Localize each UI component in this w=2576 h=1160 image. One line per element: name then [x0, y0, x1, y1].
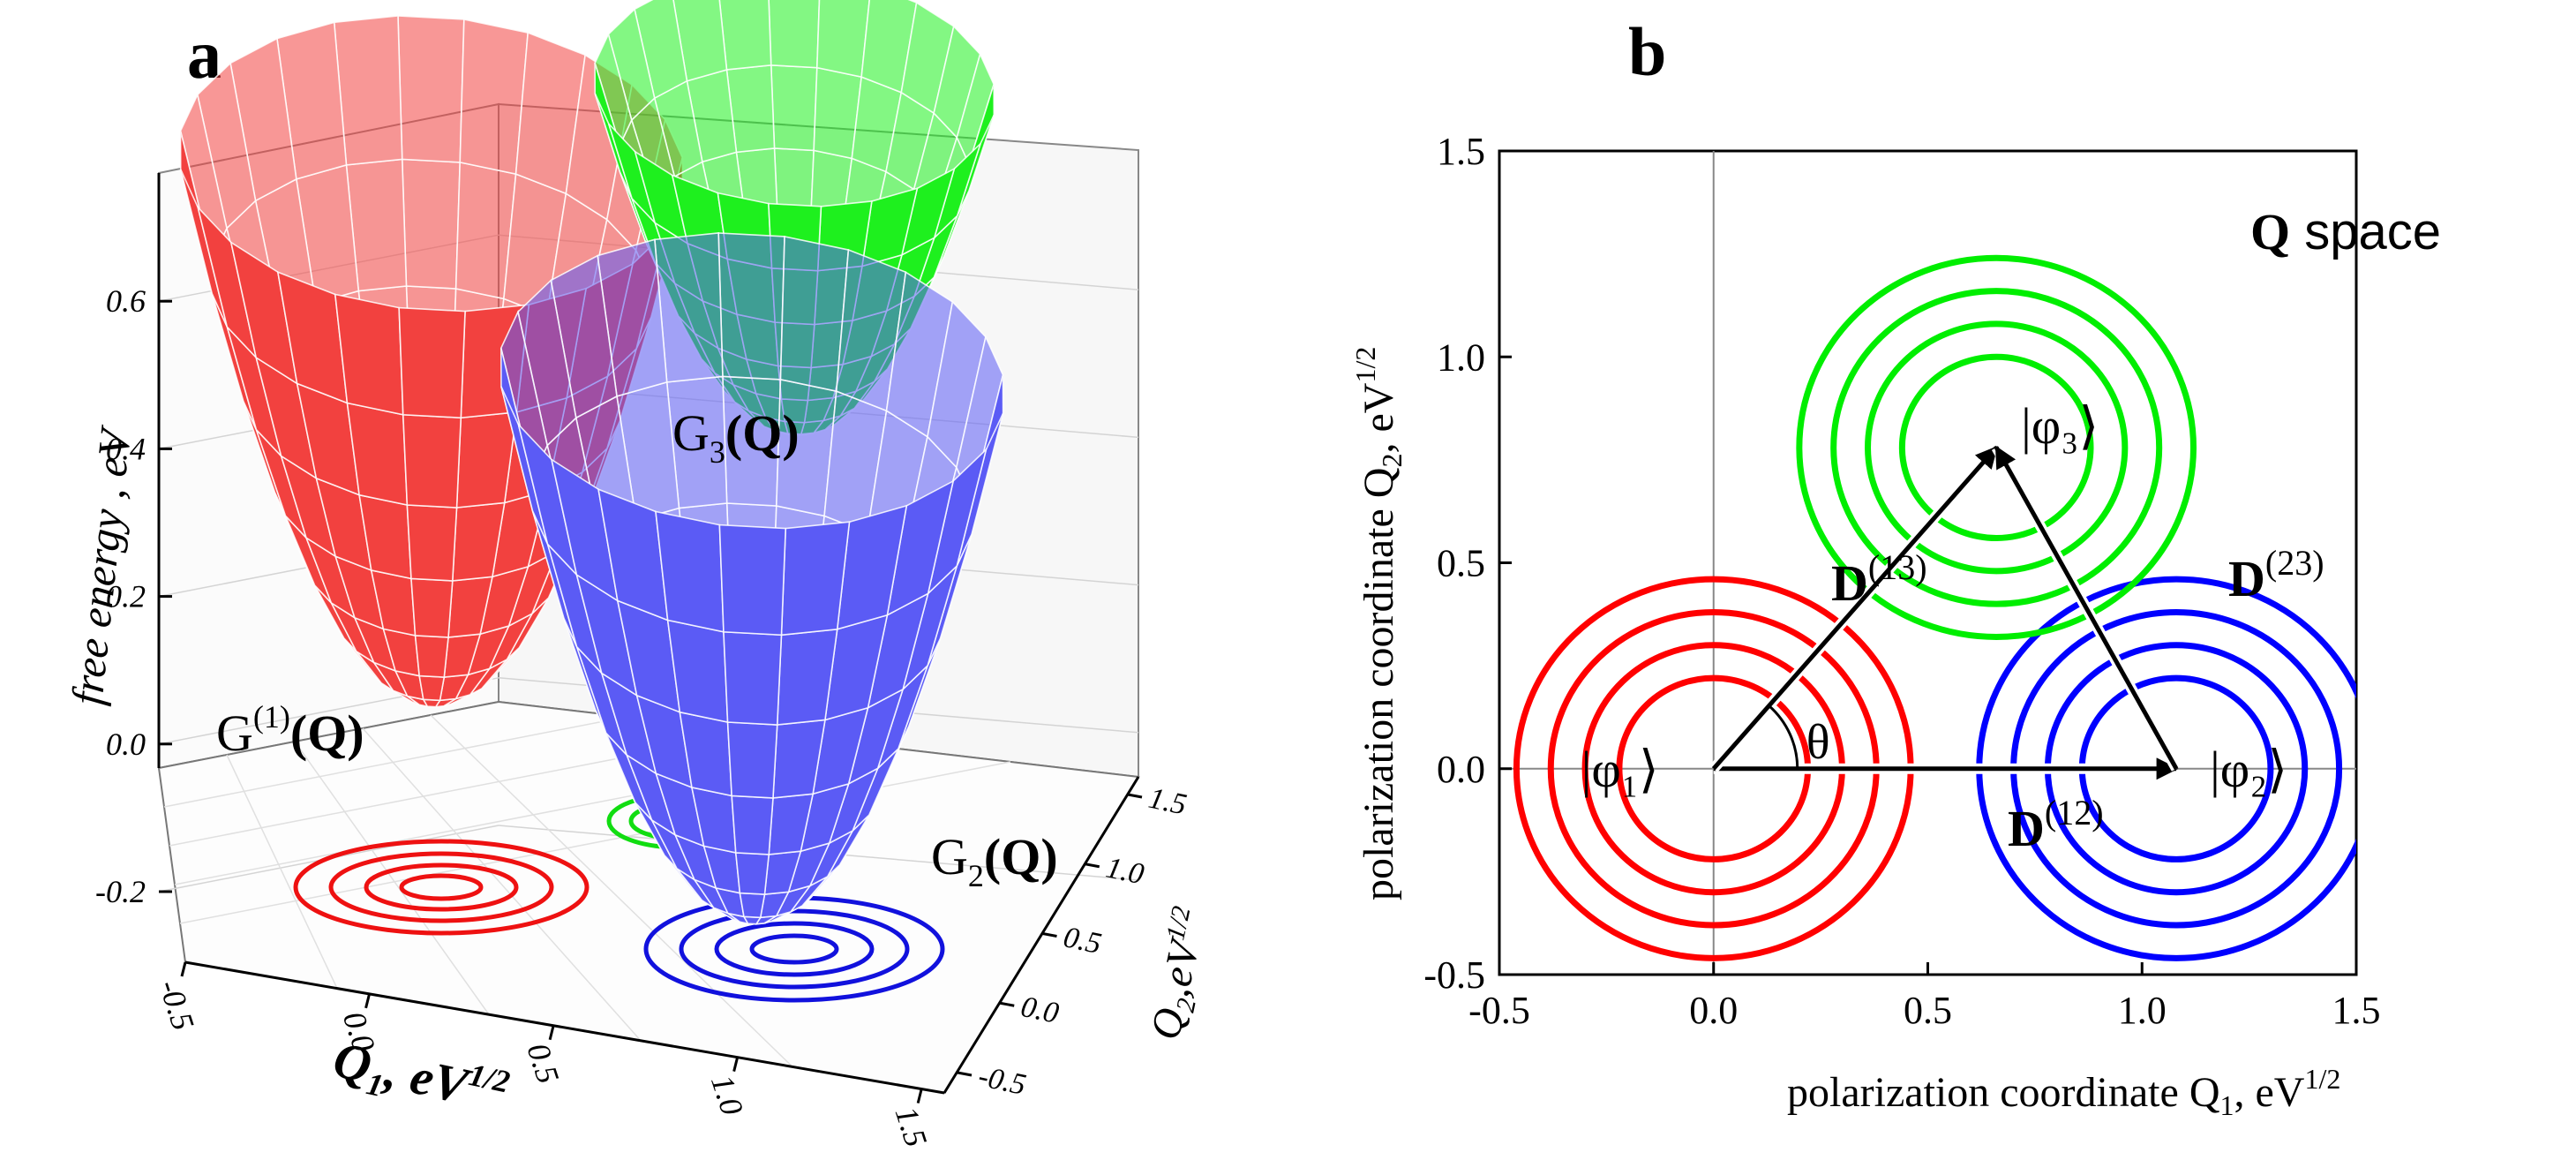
y-tick-label: 1.5: [1145, 782, 1189, 822]
surface-patch: [414, 635, 449, 678]
panel-b-letter: b: [1628, 13, 1666, 90]
y-tick-label-b: 0.0: [1437, 748, 1485, 791]
z-tick-label: 0.4: [106, 431, 146, 466]
plot-title: Q space: [2250, 203, 2441, 260]
y-axis-label-b: polarization coordinate Q2, eV1/2: [1349, 347, 1408, 900]
y-tick-label-b: -0.5: [1423, 953, 1485, 997]
y-axis-label: Q2,eV1/2: [1140, 904, 1220, 1045]
y-tick: [999, 1001, 1015, 1007]
x-tick-label-b: 0.5: [1904, 989, 1952, 1032]
x-tick: [364, 993, 372, 1009]
x-axis-label-exp: 1/2: [466, 1057, 513, 1100]
vector-D13: [1711, 446, 1999, 771]
vector-label-d13: D(13): [1831, 547, 1927, 612]
label-g3: G3(Q): [672, 404, 800, 470]
y-tick-label: 0.0: [1018, 991, 1062, 1030]
surface-patch: [731, 795, 774, 855]
x-axis-line: [184, 960, 945, 1095]
x-tick-label: -0.5: [152, 975, 201, 1035]
x-tick-label-b: 0.0: [1689, 989, 1738, 1032]
y-tick: [1042, 932, 1057, 938]
state-label-phi3: |φ₃⟩: [2021, 397, 2099, 455]
z-axis-label: free energy , eV: [62, 423, 140, 707]
x-axis-label-unit: , eV: [379, 1041, 477, 1115]
y-tick: [957, 1071, 973, 1077]
surface-patch: [780, 521, 851, 636]
svg-text:Q2,eV1/2: Q2,eV1/2: [1140, 904, 1220, 1045]
y-axis-line: [943, 776, 1140, 1094]
surface-patch: [770, 64, 818, 152]
x-tick-label-b: 1.5: [2332, 989, 2381, 1032]
x-tick: [180, 961, 187, 977]
surface-patch: [739, 892, 766, 919]
plot-frame: [1498, 149, 2358, 976]
z-tick-label: 0.2: [106, 579, 146, 614]
vector-label-d23: D(23): [2228, 543, 2324, 607]
x-tick-label: 0.5: [520, 1039, 566, 1088]
y-tick-label: 0.5: [1061, 921, 1104, 960]
state-label-phi1: |φ₁⟩: [1581, 741, 1659, 798]
panel-b-contour: b -0.5 0.0 0.5 1.0 1.5 -0.5 0.0 0.5 1.0 1.5 θ |φ₁…: [1349, 13, 2441, 1121]
floor-contours-red: [293, 839, 590, 936]
theta-arc: [1768, 704, 1799, 769]
surface-patch: [406, 504, 458, 582]
z-tick-label: 0.6: [106, 283, 146, 319]
y-tick-label: 1.0: [1103, 851, 1146, 891]
floor-contours-blue: [643, 895, 945, 1003]
difference-vectors: [1709, 443, 2182, 780]
x-tick: [916, 1088, 923, 1104]
x-tick-label-b: -0.5: [1468, 989, 1530, 1032]
surface-patch: [401, 158, 462, 290]
label-g2: G2(Q): [931, 828, 1058, 893]
y-axis-label-exp: 1/2: [1160, 904, 1196, 943]
y-tick: [1085, 862, 1100, 869]
surface-patch: [718, 524, 787, 636]
panel-a-3d-surface: a -0.20.00.20.40.6 -0: [62, 0, 1220, 1151]
vector-label-d12: D(12): [2008, 793, 2104, 857]
z-tick-label: 0.0: [106, 727, 146, 762]
state-label-phi2: |φ₂⟩: [2210, 741, 2287, 798]
surface-patch: [723, 630, 783, 726]
x-tick: [732, 1057, 740, 1073]
svg-text:Q1, eV1/2: Q1, eV1/2: [327, 1028, 513, 1129]
x-axis-label-b: polarization coordinate Q1, eV1/2: [1787, 1063, 2340, 1121]
axis-ticks: -0.5 0.0 0.5 1.0 1.5 -0.5 0.0 0.5 1.0 1.5: [1423, 130, 2380, 1032]
x-axis-label: Q1, eV1/2: [327, 1028, 513, 1129]
y-tick-label: -0.5: [975, 1060, 1028, 1102]
y-axis-label-sub: 2: [1171, 996, 1202, 1015]
surface-patch: [672, 0, 728, 82]
surface-patch: [410, 577, 454, 638]
z-axis-ticks: -0.2 0.0 0.2 0.4 0.6: [95, 283, 172, 909]
surface-patch: [768, 0, 821, 69]
surface-patch: [717, 232, 785, 380]
x-tick-label: 1.5: [889, 1103, 935, 1151]
x-tick-label-b: 1.0: [2118, 989, 2167, 1032]
surface-g1-red: [179, 15, 684, 708]
surface-patch: [734, 852, 770, 895]
contour-ring-phi3: [1865, 320, 2129, 575]
contour-ring-phi3: [1796, 254, 2197, 640]
surface-patch: [398, 306, 466, 419]
y-axis-label-unit: ,eV: [1151, 933, 1209, 1001]
surface-patch: [418, 674, 446, 702]
label-g1: G(1)(Q): [216, 699, 364, 762]
x-tick: [548, 1025, 555, 1041]
theta-label: θ: [1806, 715, 1830, 770]
y-tick-label-b: 1.0: [1437, 335, 1485, 379]
surface-patch: [718, 0, 772, 71]
contour-ring-phi3: [1898, 353, 2094, 542]
surface-g2-blue: [499, 232, 1004, 925]
surface-patch: [397, 15, 465, 163]
y-tick-label-b: 0.5: [1437, 542, 1485, 585]
vector-D23: [1994, 445, 2179, 770]
surface-patch: [726, 721, 778, 799]
z-tick-label: -0.2: [95, 874, 146, 909]
surface-patch: [402, 413, 462, 508]
y-tick: [1127, 793, 1143, 799]
x-tick-label: 1.0: [704, 1071, 750, 1119]
contour-ring-phi3: [1830, 288, 2163, 607]
y-tick-label-b: 1.5: [1437, 130, 1485, 173]
